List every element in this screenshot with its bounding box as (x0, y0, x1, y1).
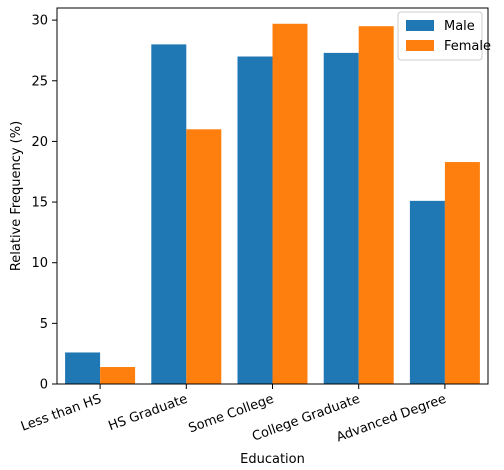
legend-swatch-female (406, 40, 434, 51)
bar-female-2 (186, 129, 222, 384)
y-tick-label: 0 (40, 378, 48, 393)
y-axis-ticks: 0 5 10 15 20 25 30 (31, 14, 57, 393)
y-tick-label: 5 (40, 317, 48, 332)
y-axis-label: Relative Frequency (%) (9, 121, 24, 271)
x-axis-label: Education (240, 452, 305, 467)
y-tick-label: 25 (31, 74, 48, 89)
x-tick-label: HS Graduate (106, 392, 189, 435)
legend-label-male: Male (444, 19, 475, 34)
bar-male-4 (323, 52, 359, 385)
bar-female-1 (100, 367, 136, 384)
bar-female-4 (358, 26, 394, 385)
x-tick-label: Less than HS (19, 392, 103, 435)
bar-male-5 (409, 200, 445, 384)
legend-label-female: Female (444, 39, 491, 54)
legend: Male Female (397, 11, 491, 61)
bar-female-5 (444, 162, 480, 384)
bar-male-1 (65, 352, 101, 384)
bar-female-3 (272, 23, 308, 385)
y-tick-label: 20 (31, 135, 48, 150)
legend-swatch-male (406, 20, 434, 31)
bars-group (65, 23, 480, 385)
y-tick-label: 30 (31, 14, 48, 29)
bar-male-2 (151, 44, 187, 385)
y-tick-label: 15 (31, 196, 48, 211)
y-tick-label: 10 (31, 256, 48, 271)
bar-male-3 (237, 56, 273, 385)
